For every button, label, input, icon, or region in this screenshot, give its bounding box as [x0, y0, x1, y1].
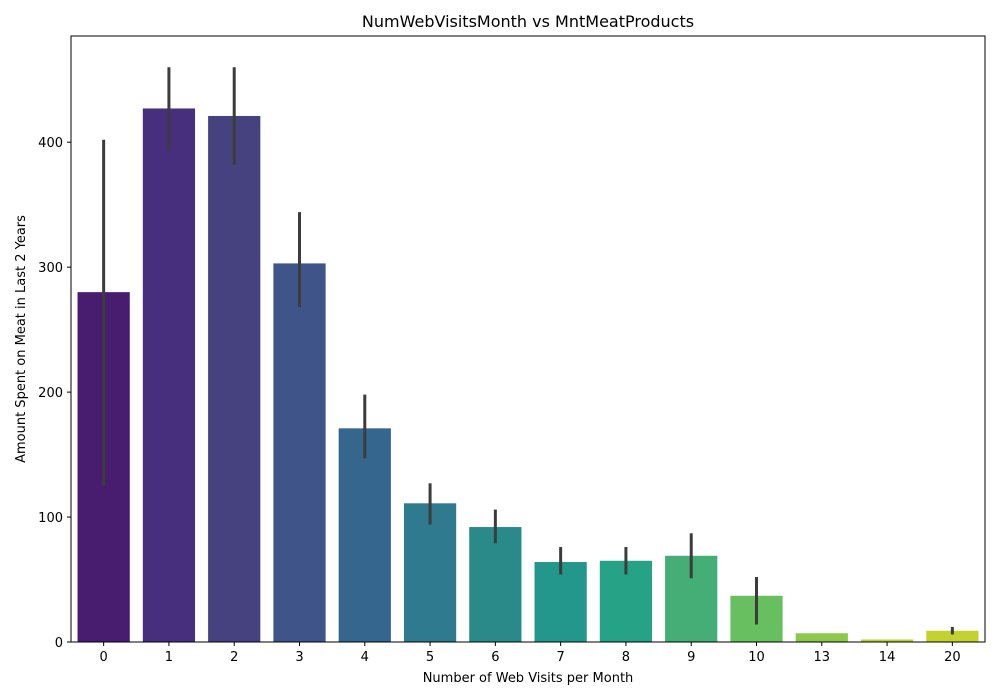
plot-frame — [70, 35, 986, 643]
y-axis-ticks: 0 100 200 300 400 — [38, 136, 71, 651]
x-axis-label: Number of Web Visits per Month — [423, 671, 634, 686]
bar-1 — [142, 108, 196, 643]
y-tick-label-0: 0 — [55, 636, 63, 651]
x-tick-label-10: 10 — [748, 650, 765, 665]
x-axis-ticks: 0 1 2 3 4 5 6 7 8 9 10 13 14 20 — [100, 642, 961, 665]
y-axis-label: Amount Spent on Meat in Last 2 Years — [14, 215, 29, 463]
x-tick-label-5: 5 — [426, 650, 434, 665]
bar-5 — [403, 503, 457, 642]
bar-2 — [208, 115, 261, 642]
y-tick-label-300: 300 — [38, 261, 63, 276]
x-tick-label-4: 4 — [361, 650, 369, 665]
x-tick-label-13: 13 — [814, 650, 831, 665]
chart-title: NumWebVisitsMonth vs MntMeatProducts — [362, 12, 694, 31]
x-tick-label-7: 7 — [557, 650, 565, 665]
error-bars-group — [102, 67, 954, 635]
y-tick-label-100: 100 — [38, 511, 63, 526]
x-tick-label-8: 8 — [622, 650, 630, 665]
x-tick-label-6: 6 — [491, 650, 499, 665]
x-tick-label-9: 9 — [687, 650, 695, 665]
x-tick-label-20: 20 — [944, 650, 961, 665]
bars-group — [77, 108, 979, 643]
y-tick-label-400: 400 — [38, 136, 63, 151]
bar-7 — [534, 562, 587, 642]
bar-13 — [795, 633, 848, 642]
y-tick-label-200: 200 — [38, 386, 63, 401]
x-tick-label-14: 14 — [879, 650, 896, 665]
x-tick-label-0: 0 — [100, 650, 108, 665]
x-tick-label-2: 2 — [230, 650, 238, 665]
bar-6 — [469, 527, 522, 642]
bar-4 — [338, 428, 391, 642]
x-tick-label-3: 3 — [295, 650, 303, 665]
bar-3 — [273, 263, 326, 642]
bar-20 — [926, 630, 979, 642]
x-tick-label-1: 1 — [165, 650, 173, 665]
bar-14 — [860, 639, 914, 642]
